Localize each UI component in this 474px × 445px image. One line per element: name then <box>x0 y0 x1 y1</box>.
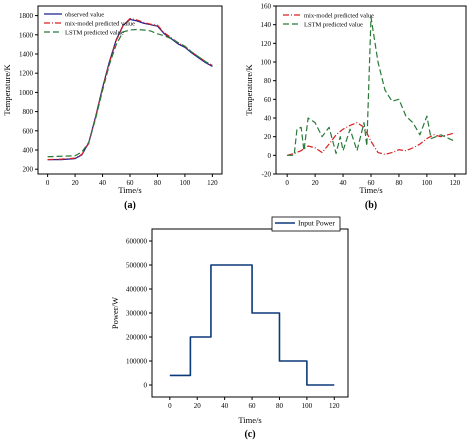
y-tick-label: 600000 <box>126 238 148 246</box>
y-tick-label: 0 <box>144 382 148 390</box>
x-tick-label: 20 <box>312 179 320 187</box>
series-line-1 <box>287 122 455 156</box>
x-tick-label: 20 <box>72 179 80 187</box>
y-tick-label: 1000 <box>19 89 34 97</box>
x-tick-label: 100 <box>180 179 191 187</box>
y-axis-label: Temperature/K <box>244 63 254 115</box>
plot-frame <box>151 228 349 398</box>
y-tick-label: 100 <box>261 59 272 67</box>
x-tick-label: 80 <box>395 179 403 187</box>
legend: Input Power <box>271 216 341 232</box>
y-tick-label: 140 <box>261 21 272 29</box>
panel-label: (a) <box>124 200 136 211</box>
y-axis-label: Temperature/K <box>2 63 12 115</box>
y-tick-label: 400 <box>23 147 34 155</box>
panel-label: (b) <box>365 200 377 211</box>
y-tick-label: 20 <box>264 133 272 141</box>
y-tick-label: 160 <box>261 3 272 11</box>
x-tick-label: 80 <box>276 402 284 410</box>
x-tick-label: 60 <box>249 402 257 410</box>
x-tick-label: 0 <box>285 179 289 187</box>
y-tick-label: 200 <box>23 166 34 174</box>
panel-label: (c) <box>244 429 255 440</box>
x-tick-label: 120 <box>207 179 218 187</box>
y-tick-label: 1600 <box>19 31 34 39</box>
chart-panel-2: 0 20 40 60 80 100 120 -20 0 20 40 60 80 100 120 140 160 T… <box>244 3 467 211</box>
y-tick-label: 60 <box>264 96 272 104</box>
y-tick-label: 600 <box>23 127 34 135</box>
x-tick-label: 20 <box>194 402 202 410</box>
x-tick-label: 80 <box>154 179 162 187</box>
series-line-2 <box>287 16 456 156</box>
x-tick-label: 40 <box>340 179 348 187</box>
legend-label: observed value <box>65 11 104 18</box>
x-tick-label: 100 <box>422 179 433 187</box>
x-axis-label: Time/s <box>118 185 141 195</box>
series-line-1 <box>47 18 213 161</box>
y-tick-label: 0 <box>268 152 272 160</box>
y-tick-label: 120 <box>261 40 272 48</box>
legend-label: LSTM predicted value <box>65 29 124 36</box>
y-tick-label: 200000 <box>126 334 148 342</box>
x-tick-label: 0 <box>168 402 172 410</box>
y-tick-label: 500000 <box>126 262 148 270</box>
legend-box <box>271 216 341 232</box>
y-tick-label: 1400 <box>19 51 34 59</box>
x-tick-label: 40 <box>221 402 229 410</box>
y-tick-label: 1800 <box>19 12 34 20</box>
y-tick-label: -20 <box>262 171 272 179</box>
legend: observed value mix-model predicted value L… <box>44 11 135 36</box>
x-tick-label: 40 <box>99 179 107 187</box>
series-line-1 <box>169 264 335 386</box>
y-axis-label: Power/W <box>110 297 120 329</box>
legend-label: LSTM predicted value <box>304 21 363 28</box>
x-axis-label: Time/s <box>238 415 261 425</box>
legend-label: mix-model predicted value <box>65 20 135 27</box>
y-tick-label: 100000 <box>126 358 148 366</box>
y-tick-label: 80 <box>264 77 272 85</box>
x-axis-label: Time/s <box>359 185 382 195</box>
chart-panel-3: 0 20 40 60 80 100 120 0 100000 200000 300000 400000… <box>110 216 349 440</box>
y-tick-label: 1200 <box>19 70 34 78</box>
chart-panel-1: 0 20 40 60 80 100 120 200 400 600 800 1000 1200 1400 1… <box>2 5 223 211</box>
x-tick-label: 100 <box>302 402 313 410</box>
x-tick-label: 0 <box>46 179 50 187</box>
legend-label: Input Power <box>298 218 335 227</box>
y-tick-label: 800 <box>23 108 34 116</box>
x-tick-label: 120 <box>329 402 340 410</box>
legend-label: mix-model predicted value <box>304 12 374 19</box>
y-tick-label: 300000 <box>126 310 148 318</box>
x-tick-label: 60 <box>368 179 376 187</box>
x-tick-label: 60 <box>127 179 135 187</box>
series-line-2 <box>47 17 213 161</box>
y-tick-label: 400000 <box>126 286 148 294</box>
legend: mix-model predicted value LSTM predicted … <box>283 12 374 28</box>
x-tick-label: 120 <box>450 179 461 187</box>
y-tick-label: 40 <box>264 115 272 123</box>
